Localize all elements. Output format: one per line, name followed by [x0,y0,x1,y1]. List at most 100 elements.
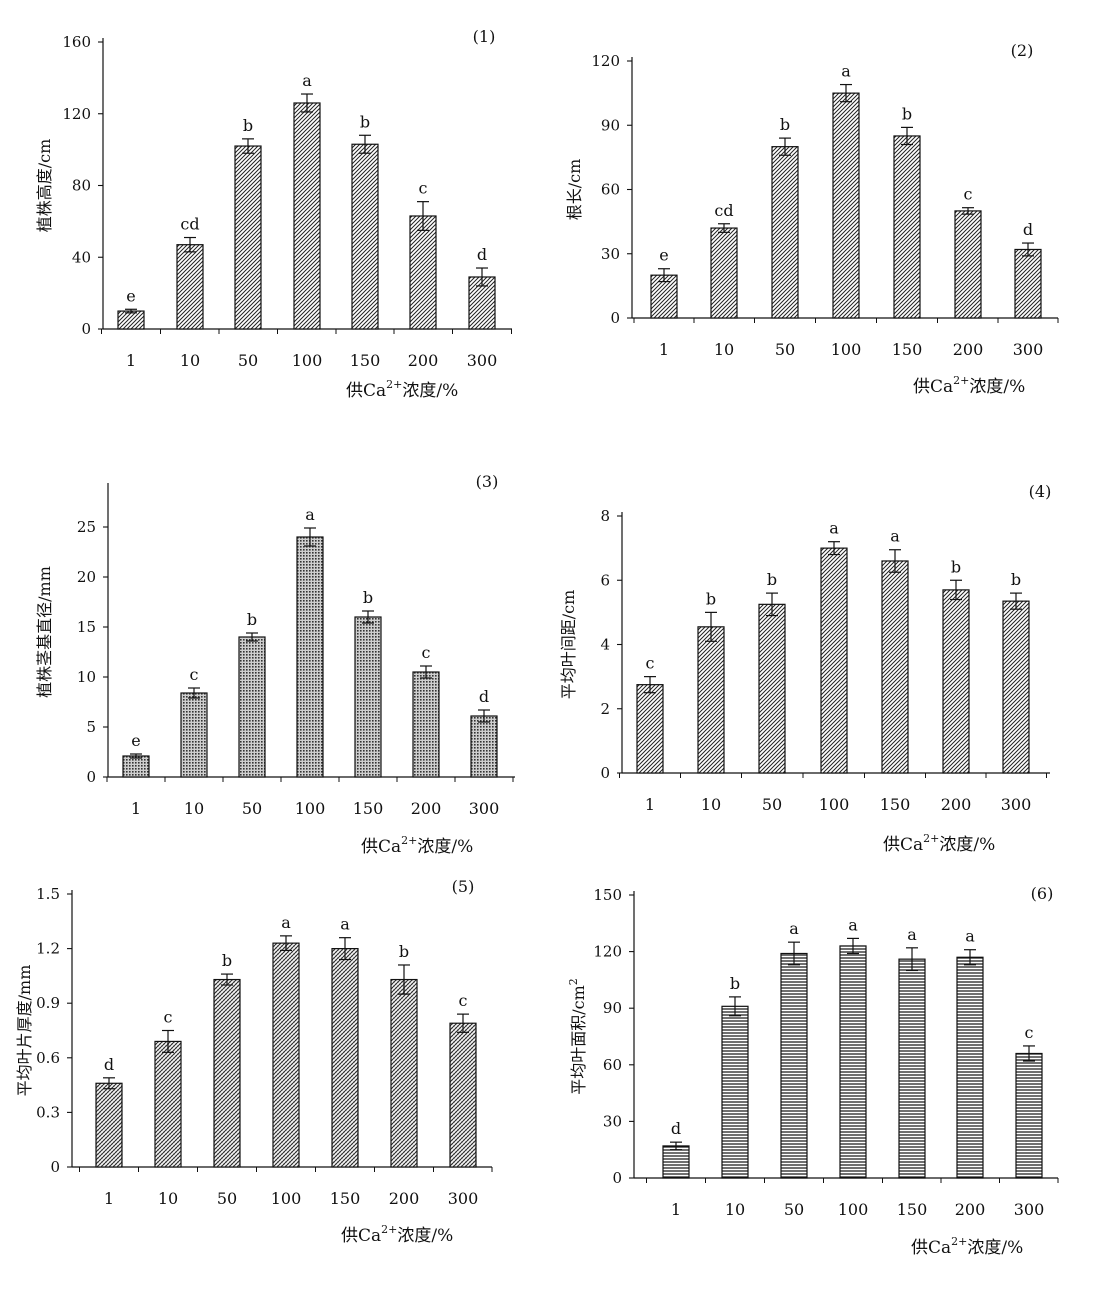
significance-letter: a [340,915,350,934]
significance-letter: d [1023,220,1033,239]
bar [117,310,145,330]
bar [956,956,984,1179]
significance-letter: d [477,245,487,264]
significance-letter: b [780,115,790,134]
significance-letter: a [965,927,975,946]
significance-letter: e [659,246,668,265]
y-tick-label: 160 [62,33,91,51]
chart-panel-3: 0 5 10 15 20 25 e 1 c 10 b 50 a 100 b 150 c 200 d 300 (3) 植株茎… [35,472,515,857]
significance-letter: c [190,665,199,684]
significance-letter: b [247,610,257,629]
significance-letter: d [104,1055,114,1074]
bar [697,626,725,774]
x-tick-label: 150 [897,1200,928,1219]
y-tick-label: 0.9 [36,994,60,1012]
bar [780,952,808,1179]
significance-letter: c [164,1008,173,1027]
x-tick-label: 50 [242,799,262,818]
bar [650,274,678,319]
significance-letter: d [479,687,489,706]
significance-letter: cd [714,201,733,220]
bar [296,536,324,778]
x-axis-label: 供Ca2+浓度/% [911,1235,1023,1258]
significance-letter: b [706,589,716,608]
y-tick-label: 120 [591,52,620,70]
y-tick-label: 0.6 [36,1049,60,1067]
x-axis-label: 供Ca2+浓度/% [361,834,473,857]
bar [409,215,437,330]
x-tick-label: 200 [408,351,439,370]
y-tick-label: 2 [600,700,610,718]
y-tick-label: 30 [603,1112,622,1130]
x-tick-label: 300 [1001,795,1032,814]
x-tick-label: 10 [158,1189,178,1208]
x-tick-label: 150 [330,1189,361,1208]
x-tick-label: 10 [701,795,721,814]
x-tick-label: 100 [295,799,326,818]
bar [354,616,382,778]
x-tick-label: 50 [238,351,258,370]
y-axis-label: 植株高度/cm [35,139,54,233]
bar [893,135,921,319]
x-tick-label: 100 [819,795,850,814]
significance-letter: b [363,588,373,607]
y-tick-label: 60 [603,1056,622,1074]
bar [412,671,440,778]
x-tick-label: 10 [180,351,200,370]
x-tick-label: 100 [271,1189,302,1208]
significance-letter: b [767,570,777,589]
x-tick-label: 1 [671,1200,681,1219]
significance-letter: b [243,116,253,135]
significance-letter: a [841,62,851,81]
x-tick-label: 1 [126,351,136,370]
chart-panel-1: 0 40 80 120 160 e 1 cd 10 b 50 a 100 b 150 c 200 d 300 (1) 植… [35,27,512,401]
significance-letter: b [360,112,370,131]
significance-letter: a [848,915,858,934]
x-tick-label: 100 [292,351,323,370]
bar [636,684,664,774]
y-tick-label: 1.5 [36,885,60,903]
bar [234,145,262,330]
significance-letter: a [305,505,315,524]
bar [1002,600,1030,774]
y-tick-label: 15 [77,618,96,636]
x-axis-label: 供Ca2+浓度/% [913,374,1025,397]
significance-letter: c [1025,1023,1034,1042]
chart-panel-4: 0 2 4 6 8 c 1 b 10 b 50 a 100 a 150 b 200 b 300 (4) 平均叶间距/cm… [559,482,1051,855]
bar [771,146,799,319]
bar [293,102,321,330]
y-tick-label: 25 [77,518,96,536]
x-tick-label: 1 [645,795,655,814]
y-tick-label: 30 [601,245,620,263]
significance-letter: c [964,185,973,204]
bar [154,1040,182,1168]
x-tick-label: 50 [784,1200,804,1219]
bar [881,560,909,774]
bar [213,978,241,1168]
significance-letter: a [907,925,917,944]
y-tick-label: 6 [600,571,610,589]
y-tick-label: 0 [600,764,610,782]
y-tick-label: 150 [593,886,622,904]
x-tick-label: 150 [880,795,911,814]
bar [180,692,208,778]
x-tick-label: 150 [350,351,381,370]
x-tick-label: 50 [217,1189,237,1208]
y-tick-label: 10 [77,668,96,686]
significance-letter: a [829,519,839,538]
bar [238,636,266,778]
x-axis-label: 供Ca2+浓度/% [346,378,458,401]
x-tick-label: 150 [353,799,384,818]
significance-letter: c [419,179,428,198]
chart-panel-6: 0 30 60 90 120 150 d 1 b 10 a 50 a 100 a 150 a 200 c 300 (6)… [567,884,1059,1258]
x-tick-label: 300 [467,351,498,370]
y-tick-label: 0 [610,309,620,327]
bar [449,1022,477,1168]
y-tick-label: 40 [72,248,91,266]
bar [662,1145,690,1179]
y-tick-label: 0.3 [36,1103,60,1121]
bar [351,143,379,330]
panel-label: (1) [473,27,496,46]
x-tick-label: 200 [953,340,984,359]
